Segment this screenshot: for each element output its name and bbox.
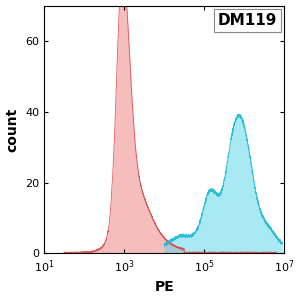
- Text: DM119: DM119: [218, 13, 277, 28]
- X-axis label: PE: PE: [154, 280, 174, 294]
- Y-axis label: count: count: [6, 107, 20, 152]
